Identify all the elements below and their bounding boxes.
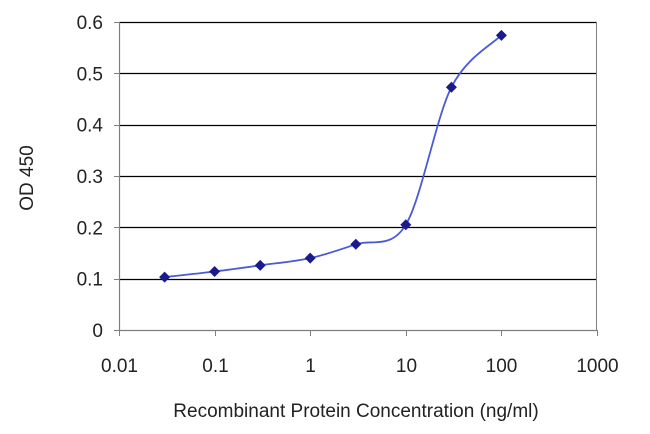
y-axis-title: OD 450 xyxy=(17,145,38,210)
y-tick-label: 0.1 xyxy=(77,270,103,291)
y-tick-label: 0 xyxy=(92,321,103,342)
x-tick-label: 0.1 xyxy=(202,356,228,377)
data-point xyxy=(495,29,507,41)
series-line xyxy=(164,34,503,278)
data-point xyxy=(445,81,457,93)
x-tick-label: 10 xyxy=(396,356,417,377)
data-point xyxy=(254,259,266,271)
x-tick-label: 1000 xyxy=(576,356,618,377)
tick-labels: 0.01 0.1 1 10 100 1000 0 0.1 0.2 0.3 0.4 0.5 0.6 xyxy=(77,13,619,377)
data-point xyxy=(159,271,171,283)
data-point xyxy=(304,252,316,264)
y-tick-label: 0.3 xyxy=(77,167,103,188)
x-tick-label: 100 xyxy=(486,356,518,377)
gridlines xyxy=(119,21,597,281)
y-tick-label: 0.4 xyxy=(77,116,104,137)
data-point xyxy=(400,219,412,231)
data-point xyxy=(209,265,221,277)
axes xyxy=(114,22,598,336)
y-tick-label: 0.2 xyxy=(77,218,103,239)
data-point xyxy=(350,238,362,250)
x-tick-label: 0.01 xyxy=(101,356,138,377)
y-tick-label: 0.5 xyxy=(77,64,103,85)
x-axis-title: Recombinant Protein Concentration (ng/ml… xyxy=(173,401,538,422)
x-tick-label: 1 xyxy=(305,356,316,377)
series xyxy=(159,29,507,283)
y-tick-label: 0.6 xyxy=(77,13,103,34)
